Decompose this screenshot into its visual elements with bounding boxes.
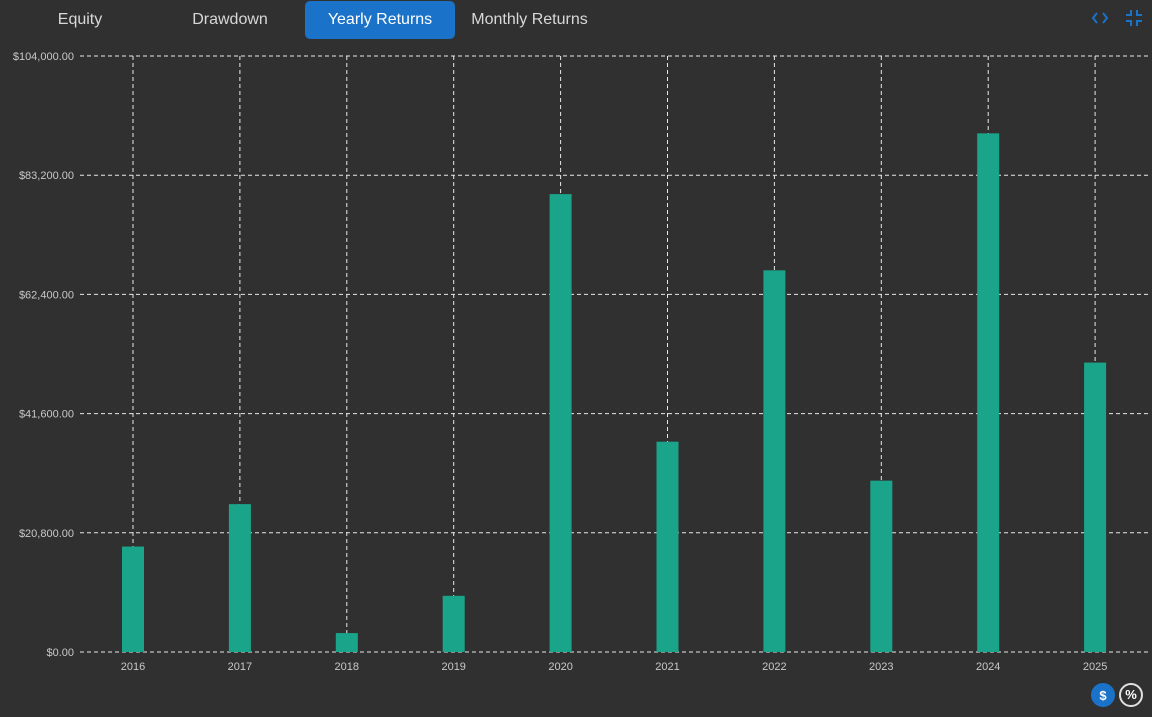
collapse-icon[interactable] [1124, 8, 1144, 28]
bar-2020[interactable] [549, 194, 572, 652]
y-tick-label: $0.00 [46, 647, 74, 659]
x-tick-label: 2023 [869, 661, 893, 673]
x-tick-label: 2022 [762, 661, 786, 673]
bar-2021[interactable] [656, 441, 679, 652]
bar-2025[interactable] [1084, 362, 1107, 652]
y-tick-label: $104,000.00 [13, 51, 74, 63]
bar-2023[interactable] [870, 480, 893, 652]
x-axis-ticks: 2016 2017 2018 2019 2020 2021 2022 2023 2024 2025 [121, 661, 1108, 673]
percent-unit-button[interactable]: % [1119, 683, 1143, 707]
tab-equity[interactable]: Equity [57, 11, 103, 28]
bar-2024[interactable] [977, 133, 1000, 653]
x-tick-label: 2016 [121, 661, 145, 673]
x-tick-label: 2017 [228, 661, 252, 673]
code-icon[interactable] [1090, 8, 1110, 28]
y-axis-ticks: $0.00 $20,800.00 $41,600.00 $62,400.00 $83,2… [13, 51, 74, 659]
tab-drawdown[interactable]: Drawdown [192, 11, 268, 28]
bar-2018[interactable] [335, 633, 358, 652]
x-tick-label: 2020 [548, 661, 572, 673]
bar-2016[interactable] [122, 546, 144, 652]
y-tick-label: $62,400.00 [19, 289, 74, 301]
y-tick-label: $83,200.00 [19, 170, 74, 182]
dollar-unit-button[interactable]: $ [1091, 683, 1115, 707]
tab-bar: Equity Drawdown Yearly Returns Monthly R… [0, 0, 1152, 42]
bar-2022[interactable] [763, 270, 786, 652]
bars [122, 133, 1107, 653]
y-tick-label: $41,600.00 [19, 409, 74, 421]
x-tick-label: 2025 [1083, 661, 1107, 673]
tab-monthly-returns[interactable]: Monthly Returns [471, 11, 588, 28]
bar-2019[interactable] [442, 595, 465, 652]
x-tick-label: 2024 [976, 661, 1000, 673]
tab-yearly-returns[interactable]: Yearly Returns [305, 1, 455, 39]
x-tick-label: 2021 [655, 661, 679, 673]
bar-2017[interactable] [228, 504, 251, 652]
x-tick-label: 2019 [441, 661, 465, 673]
x-tick-label: 2018 [335, 661, 359, 673]
y-tick-label: $20,800.00 [19, 528, 74, 540]
